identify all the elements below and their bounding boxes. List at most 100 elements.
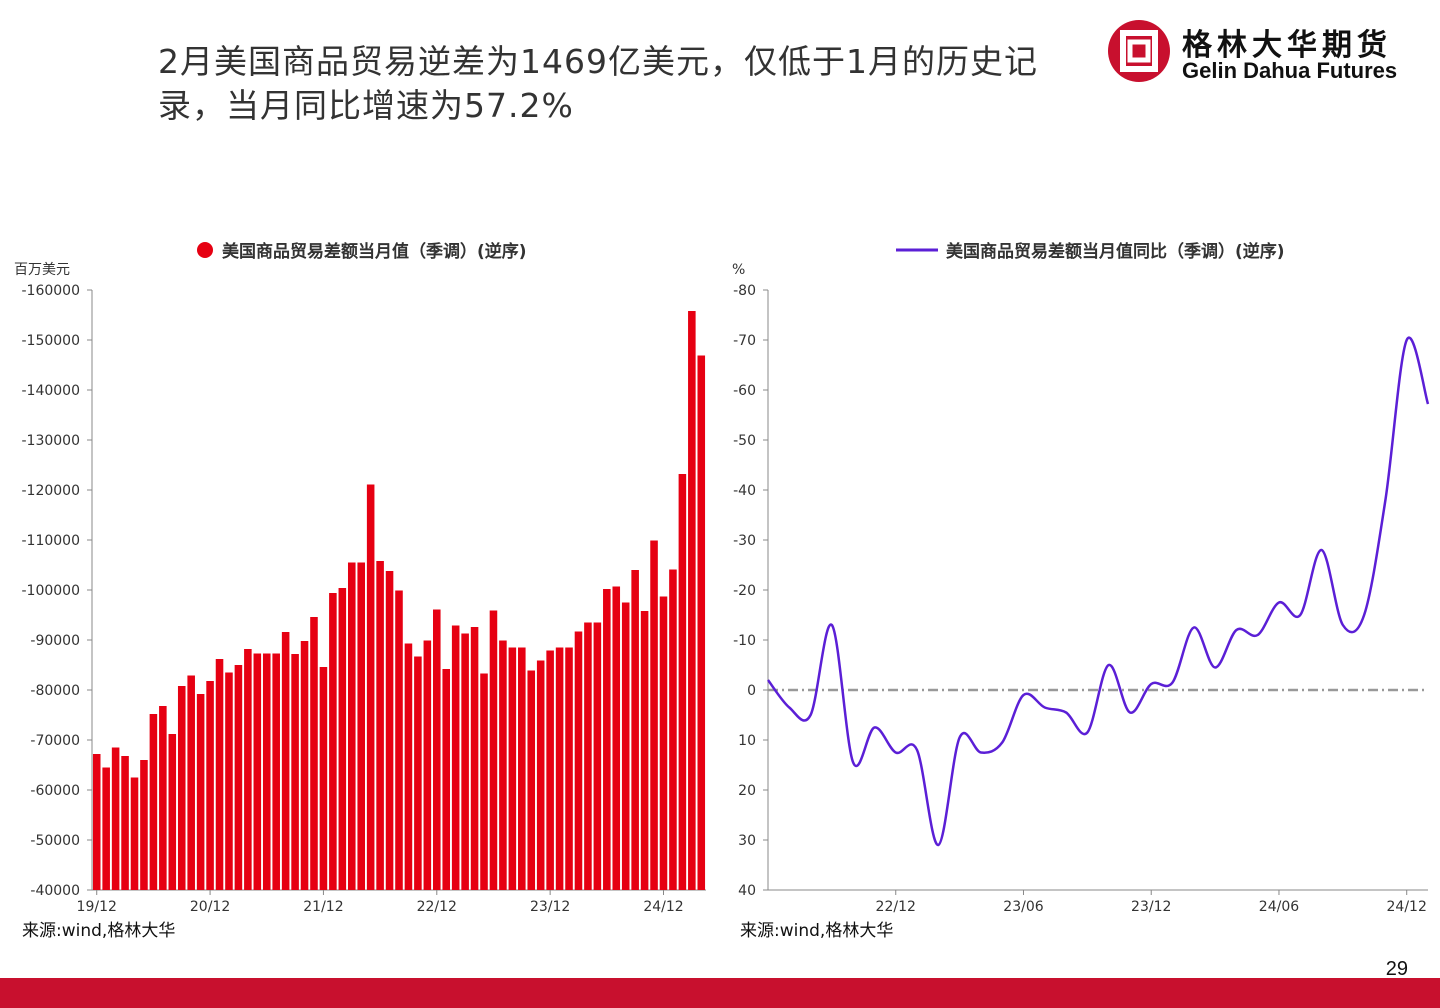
bar [480,673,488,890]
legend-label: 美国商品贸易差额当月值（季调）(逆序) [222,241,527,262]
bar [461,633,469,890]
bar [697,355,706,890]
y-tick-label: -50000 [30,833,80,849]
y-tick-label: -80 [733,283,756,299]
bar [414,656,422,890]
x-tick-label: 20/12 [190,899,230,915]
y-tick-label: -20 [733,583,756,599]
bar [140,760,148,890]
y-tick-label: -140000 [22,383,81,399]
bar [347,562,356,890]
footer-bar [0,978,1440,1008]
bar [470,627,479,890]
logo-name-en: Gelin Dahua Futures [1182,58,1398,83]
x-tick-label: 22/12 [876,899,916,915]
bar [102,767,110,890]
bar [423,640,432,890]
y-tick-label: -110000 [22,533,81,549]
bar [300,641,309,890]
y-tick-label: 40 [738,883,756,899]
y-tick-label: -50 [733,433,756,449]
y-axis-unit: 百万美元 [14,262,70,278]
x-tick-label: 21/12 [303,899,343,915]
bar [489,610,498,890]
yoy-series-line [766,336,1430,847]
bar [499,640,507,890]
trade-balance-bar-chart: 美国商品贸易差额当月值（季调）(逆序) 百万美元 -160000 -150000 -14… [0,230,720,950]
bar [262,653,271,890]
y-tick-label: -40000 [30,883,80,899]
bar [650,540,658,890]
y-tick-label: -10 [733,633,756,649]
bar [111,747,120,890]
headline: 2月美国商品贸易逆差为1469亿美元，仅低于1月的历史记 录，当月同比增速为57… [158,40,1118,128]
bar [225,672,233,890]
bar [593,622,602,890]
bar [366,484,375,890]
bar [206,681,214,890]
bar [584,622,592,890]
x-tick-label: 19/12 [77,899,117,915]
bar [130,777,139,890]
bar [244,649,252,890]
y-tick-label: -120000 [22,483,81,499]
y-tick-label: -80000 [30,683,80,699]
bar [612,586,621,890]
y-tick-label: -70 [733,333,756,349]
bar [433,609,441,890]
y-tick-label: -130000 [22,433,81,449]
y-tick-label: -30 [733,533,756,549]
bar [555,647,564,890]
bar-chart-svg: 美国商品贸易差额当月值（季调）(逆序) 百万美元 -160000 -150000 -14… [14,241,706,915]
bar [659,596,668,890]
bar [92,754,101,890]
y-tick-label: -90000 [30,633,80,649]
bar [640,611,649,890]
bar [329,593,337,890]
bar [442,669,451,890]
bar [536,660,545,890]
logo-emblem-icon [1108,20,1170,82]
y-tick-label: -40 [733,483,756,499]
bar [395,590,403,890]
bar [234,665,243,890]
x-tick-label: 23/12 [1131,899,1171,915]
bar [376,561,384,890]
left-chart-source: 来源:wind,格林大华 [22,921,176,941]
bar [621,602,630,890]
y-tick-label: 20 [738,783,756,799]
bar [527,670,536,890]
bar [508,647,517,890]
legend-marker [197,242,213,258]
y-tick-label: -150000 [22,333,81,349]
y-tick-label: 10 [738,733,756,749]
bar [518,647,526,890]
x-tick-label: 22/12 [417,899,457,915]
company-logo: 格林大华期货 Gelin Dahua Futures [1106,18,1416,88]
y-tick-label: 0 [747,683,756,699]
bar [603,589,611,890]
bar [281,632,290,890]
y-tick-label: -160000 [22,283,81,299]
bar [149,714,158,890]
y-tick-label: 30 [738,833,756,849]
bar [574,631,583,890]
x-tick-label: 24/06 [1259,899,1299,915]
bar [404,643,413,890]
y-axis-unit: % [732,262,745,278]
line-chart-svg: 美国商品贸易差额当月值同比（季调）(逆序)% -80 -70 -60 -50 -40 -30… [732,241,1430,915]
bar [678,474,687,890]
y-tick-label: -100000 [22,583,81,599]
x-tick-label: 24/12 [643,899,683,915]
bar [338,588,347,890]
bar [159,706,167,890]
bar [357,562,365,890]
x-tick-label: 23/06 [1003,899,1043,915]
y-tick-label: -60000 [30,783,80,799]
bar [565,647,573,890]
legend-label: 美国商品贸易差额当月值同比（季调）(逆序) [946,241,1285,262]
bar [168,734,177,890]
bar [121,756,129,890]
x-tick-label: 23/12 [530,899,570,915]
bar [546,650,554,890]
